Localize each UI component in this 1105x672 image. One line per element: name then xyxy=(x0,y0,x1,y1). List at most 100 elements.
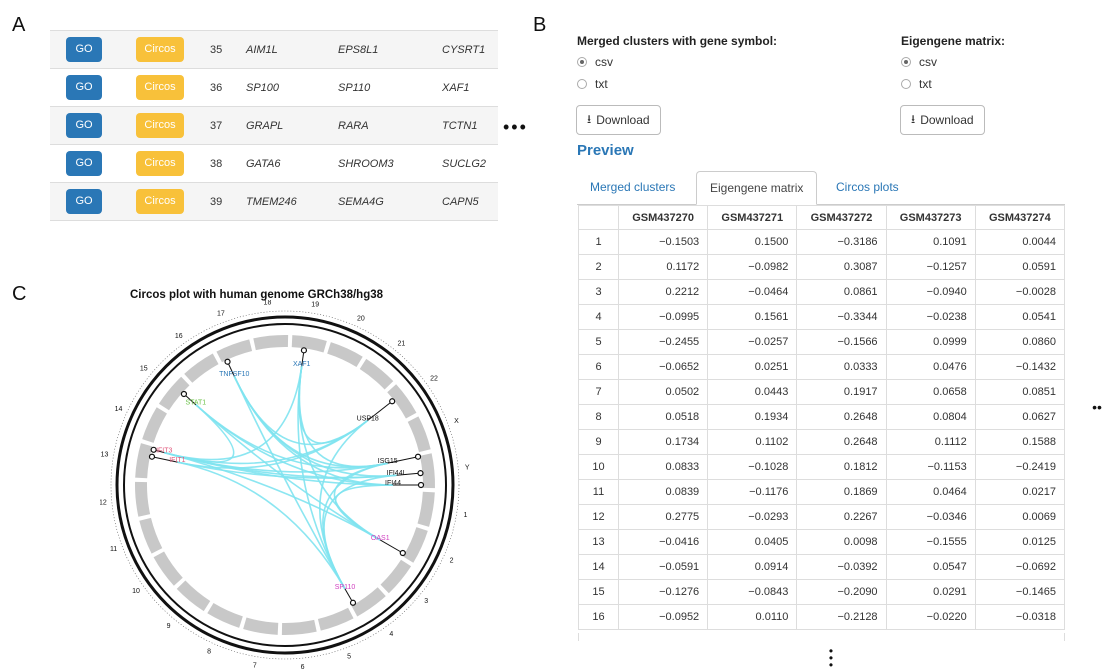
cluster-number: 39 xyxy=(210,195,223,208)
tab-divider xyxy=(577,204,1065,205)
chromosome-label: 4 xyxy=(389,631,393,638)
gene-label: USP18 xyxy=(357,415,379,422)
tab-merged-clusters[interactable]: Merged clusters xyxy=(590,180,676,194)
gene-label: ISG15 xyxy=(378,458,398,465)
chromosome-label: 15 xyxy=(140,365,148,372)
radio-unchecked-icon[interactable] xyxy=(577,79,587,89)
matrix-value: 0.2648 xyxy=(796,404,887,430)
cluster-row: GO Circos 35 AIM1L EPS8L1 CYSRT1 xyxy=(50,30,498,69)
chromosome-label: 8 xyxy=(207,648,211,655)
matrix-value: 0.0098 xyxy=(796,529,887,555)
eigen-csv-option[interactable]: csv xyxy=(901,55,937,69)
matrix-value: −0.0293 xyxy=(707,504,798,530)
radio-checked-icon[interactable] xyxy=(901,57,911,67)
chromosome-segment xyxy=(291,335,327,353)
matrix-value: 0.0861 xyxy=(796,279,887,305)
matrix-value: 0.2267 xyxy=(796,504,887,530)
option-label: txt xyxy=(919,77,932,91)
circos-button[interactable]: Circos xyxy=(136,113,184,138)
eigen-download-button[interactable]: ⭳ Download xyxy=(900,105,985,135)
chromosome-label: 5 xyxy=(347,653,351,660)
chromosome-label: 12 xyxy=(100,499,107,506)
matrix-value: −0.0952 xyxy=(617,604,709,630)
go-button[interactable]: GO xyxy=(66,189,102,214)
matrix-value: 0.0804 xyxy=(885,404,976,430)
chromosome-label: 22 xyxy=(430,376,438,383)
gene-symbol: TMEM246 xyxy=(246,195,297,208)
gene-link xyxy=(297,366,346,590)
chromosome-label: 3 xyxy=(424,598,428,605)
chromosome-label: 17 xyxy=(217,310,225,317)
matrix-value: −0.0318 xyxy=(974,604,1066,630)
circos-button[interactable]: Circos xyxy=(136,37,184,62)
table-row-ellipsis: • • • xyxy=(828,644,834,672)
tab-eigengene-matrix[interactable]: Eigengene matrix xyxy=(696,171,818,205)
row-index: 13 xyxy=(578,529,619,555)
matrix-value: −0.2419 xyxy=(974,454,1066,480)
chromosome-label: 11 xyxy=(110,546,117,553)
table-row: 15 −0.1276 −0.0843 −0.2090 0.0291 −0.1465 xyxy=(578,579,1066,605)
matrix-value: 0.0860 xyxy=(974,329,1066,355)
gene-link xyxy=(233,375,346,590)
matrix-value: −0.0238 xyxy=(885,304,976,330)
radio-checked-icon[interactable] xyxy=(577,57,587,67)
eigengene-matrix-title: Eigengene matrix: xyxy=(901,34,1006,48)
matrix-value: −0.0220 xyxy=(885,604,976,630)
matrix-value: 0.0591 xyxy=(974,254,1066,280)
matrix-value: 0.0914 xyxy=(707,554,798,580)
chromosome-label: 21 xyxy=(398,341,406,348)
matrix-value: 0.0251 xyxy=(707,354,798,380)
gene-label: STAT1 xyxy=(185,400,206,407)
gene-marker xyxy=(389,398,396,405)
radio-unchecked-icon[interactable] xyxy=(901,79,911,89)
gene-symbol: AIM1L xyxy=(246,43,278,56)
matrix-value: 0.0110 xyxy=(707,604,798,630)
go-button[interactable]: GO xyxy=(66,151,102,176)
gene-symbol: GATA6 xyxy=(246,157,281,170)
tab-circos-plots[interactable]: Circos plots xyxy=(836,180,899,194)
circos-button[interactable]: Circos xyxy=(136,189,184,214)
chromosome-segment xyxy=(417,491,435,527)
circos-button[interactable]: Circos xyxy=(136,151,184,176)
matrix-value: 0.1102 xyxy=(707,429,798,455)
matrix-value: 0.1869 xyxy=(796,479,887,505)
circos-button[interactable]: Circos xyxy=(136,75,184,100)
option-label: csv xyxy=(595,55,613,69)
option-label: csv xyxy=(919,55,937,69)
go-button[interactable]: GO xyxy=(66,75,102,100)
matrix-value: −0.1555 xyxy=(885,529,976,555)
chromosome-label: 9 xyxy=(167,623,171,630)
chromosome-segment xyxy=(207,603,243,628)
chromosome-segment xyxy=(281,619,317,635)
go-button[interactable]: GO xyxy=(66,37,102,62)
matrix-value: 0.1917 xyxy=(796,379,887,405)
table-row: 14 −0.0591 0.0914 −0.0392 0.0547 −0.0692 xyxy=(578,554,1066,580)
matrix-value: −0.1432 xyxy=(974,354,1066,380)
matrix-value: −0.0652 xyxy=(617,354,709,380)
merged-txt-option[interactable]: txt xyxy=(577,77,608,91)
column-header xyxy=(578,205,619,230)
ideogram-ring xyxy=(115,315,455,655)
matrix-value: −0.0982 xyxy=(707,254,798,280)
panel-label-a: A xyxy=(12,14,26,36)
merged-csv-option[interactable]: csv xyxy=(577,55,613,69)
row-index: 10 xyxy=(578,454,619,480)
table-row: 1 −0.1503 0.1500 −0.3186 0.1091 0.0044 xyxy=(578,229,1066,255)
chromosome-label: 7 xyxy=(253,662,257,669)
matrix-value: −0.0028 xyxy=(974,279,1066,305)
gene-label: SP110 xyxy=(335,584,356,591)
row-index: 14 xyxy=(578,554,619,580)
go-button[interactable]: GO xyxy=(66,113,102,138)
matrix-value: 0.0833 xyxy=(617,454,709,480)
merged-download-button[interactable]: ⭳ Download xyxy=(576,105,661,135)
matrix-value: −0.0591 xyxy=(617,554,709,580)
cluster-row: GO Circos 36 SP100 SP110 XAF1 xyxy=(50,68,498,107)
ideogram-ring xyxy=(123,323,447,647)
chromosome-segment xyxy=(142,407,167,443)
gene-connector xyxy=(151,456,178,463)
chromosome-segment xyxy=(253,335,289,351)
eigen-txt-option[interactable]: txt xyxy=(901,77,932,91)
matrix-value: 0.1172 xyxy=(617,254,709,280)
table-row: 8 0.0518 0.1934 0.2648 0.0804 0.0627 xyxy=(578,404,1066,430)
